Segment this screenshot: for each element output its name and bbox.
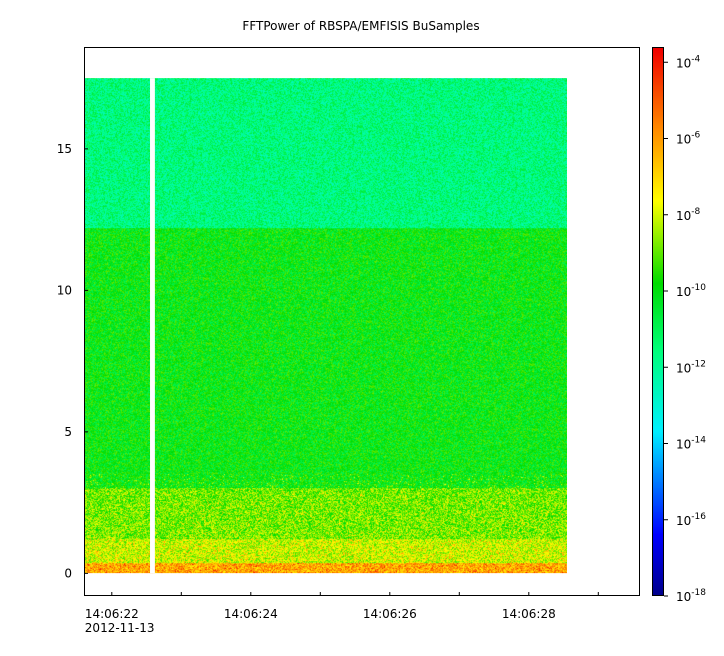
colorbar-tick-label: 10-16 — [676, 512, 706, 528]
y-tick-label: 15 — [57, 142, 72, 156]
colorbar-axis: 10-4 10-6 10-8 10-10 10-12 10-14 10-16 10-18 — [664, 54, 706, 604]
colorbar-gradient — [652, 47, 664, 596]
y-axis: 0 5 10 15 — [57, 142, 88, 580]
x-axis-date-label: 2012-11-13 — [85, 621, 155, 635]
colorbar-tick-label: 10-8 — [676, 207, 701, 223]
chart-title: FFTPower of RBSPA/EMFISIS BuSamples — [242, 19, 479, 33]
colorbar-tick-label: 10-12 — [676, 359, 706, 375]
x-tick-label: 14:06:28 — [502, 607, 556, 621]
colorbar-tick-label: 10-6 — [676, 131, 701, 147]
data-gap — [150, 78, 155, 574]
spectrogram-image — [84, 78, 567, 574]
colorbar-tick-label: 10-10 — [676, 283, 706, 299]
y-tick-label: 5 — [64, 425, 72, 439]
y-tick-label: 0 — [64, 566, 72, 580]
x-axis: 14:06:22 14:06:24 14:06:26 14:06:28 — [85, 592, 599, 621]
x-tick-label: 14:06:26 — [363, 607, 417, 621]
x-tick-label: 14:06:22 — [85, 607, 139, 621]
plot-area: 14:06:22 14:06:24 14:06:26 14:06:28 051015 … — [57, 47, 640, 635]
colorbar-tick-label: 10-18 — [676, 588, 706, 604]
colorbar: 10-4 10-6 10-8 10-10 10-12 10-14 10-16 10-18 — [652, 47, 706, 604]
colorbar-tick-label: 10-14 — [676, 436, 706, 452]
x-tick-label: 14:06:24 — [224, 607, 278, 621]
y-tick-label: 10 — [57, 283, 72, 297]
plot-frame — [84, 47, 640, 596]
colorbar-frame — [652, 47, 664, 596]
colorbar-tick-label: 10-4 — [676, 54, 701, 70]
